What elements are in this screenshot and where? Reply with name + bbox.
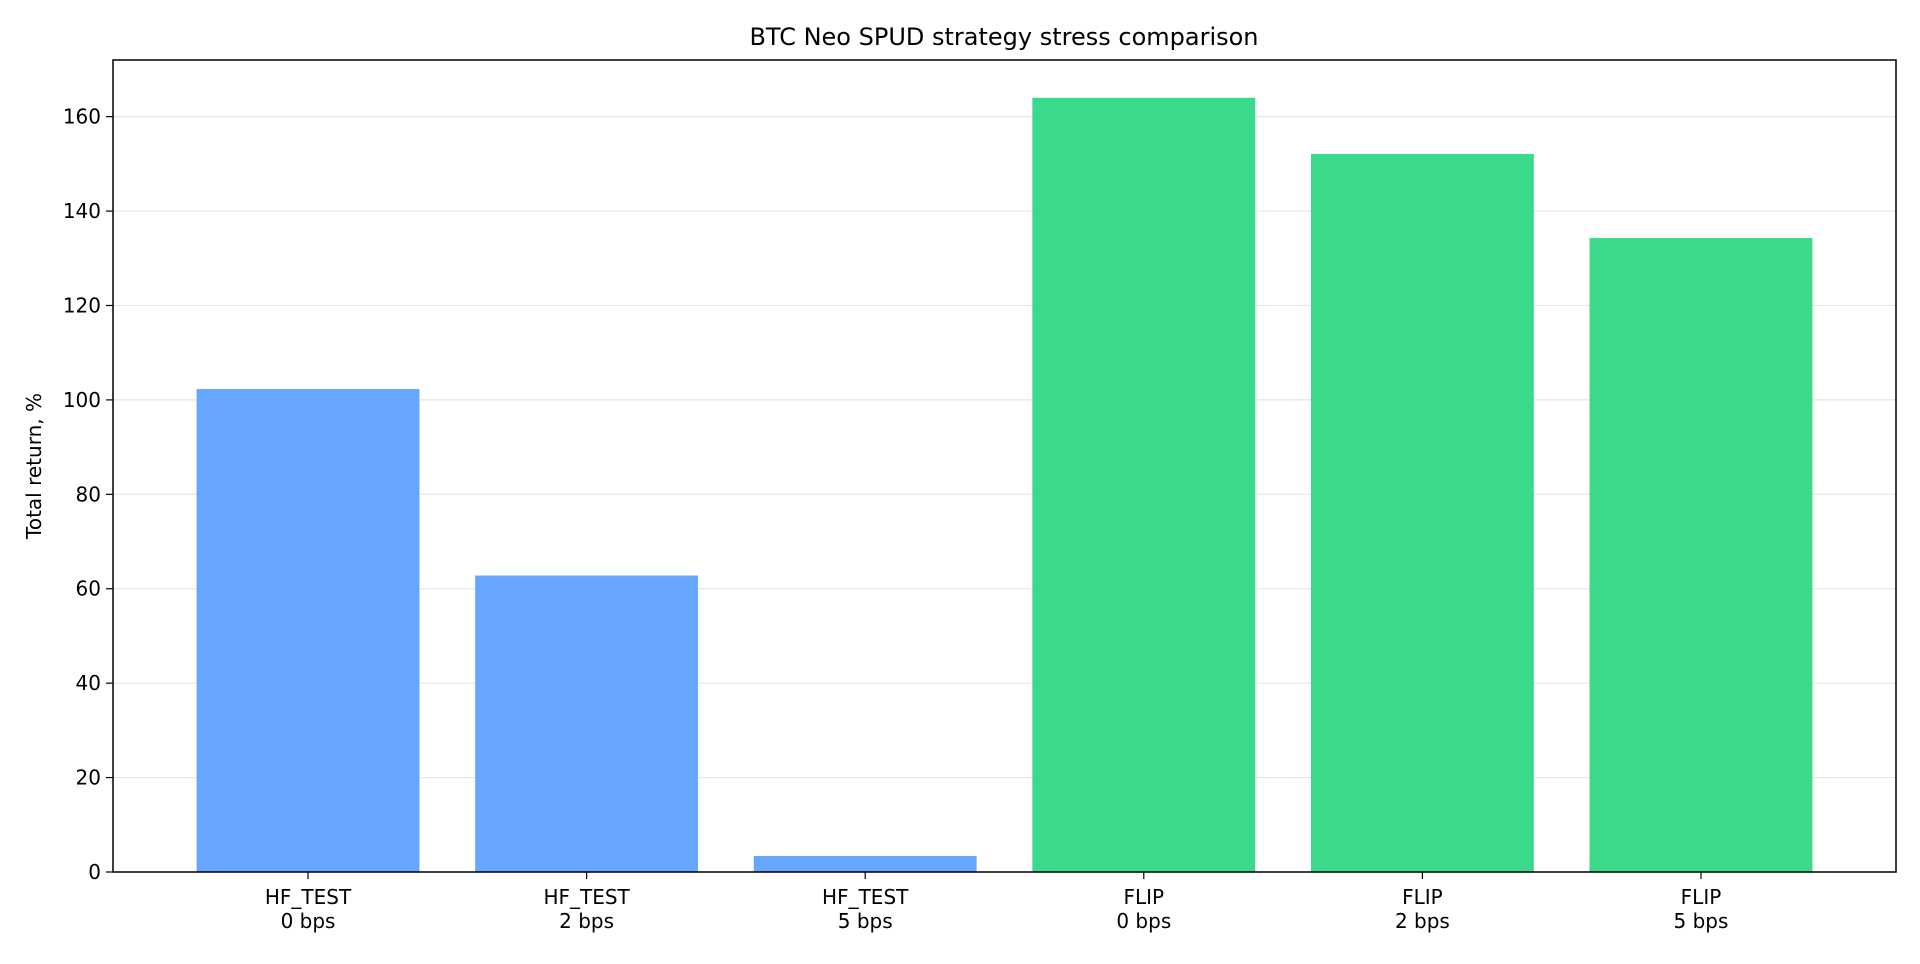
y-tick-label: 140 (63, 199, 101, 223)
y-tick-label: 40 (76, 671, 101, 695)
x-tick-label: HF_TEST 0 bps (265, 885, 352, 933)
y-tick-label: 20 (76, 766, 101, 790)
y-tick-label: 160 (63, 105, 101, 129)
bar (1032, 97, 1256, 872)
bar (1589, 237, 1813, 872)
x-tick-label: HF_TEST 2 bps (543, 885, 630, 933)
y-axis-ticks: 0 20 40 60 80 100 120 140 160 (63, 105, 113, 884)
x-tick-label: FLIP 2 bps (1395, 885, 1450, 933)
y-axis-label: Total return, % (22, 393, 46, 540)
x-tick-label: FLIP 0 bps (1116, 885, 1171, 933)
plot-frame (112, 59, 1897, 873)
y-tick-label: 120 (63, 293, 101, 317)
y-tick-label: 0 (88, 860, 101, 884)
bar (1310, 153, 1534, 872)
bars (196, 97, 1813, 872)
x-tick-label: FLIP 5 bps (1674, 885, 1729, 933)
bar (753, 855, 977, 872)
x-axis-ticks: HF_TEST 0 bps HF_TEST 2 bps HF_TEST 5 bps FLIP… (265, 872, 1729, 933)
y-tick-label: 80 (76, 482, 101, 506)
x-tick-label: HF_TEST 5 bps (822, 885, 909, 933)
y-tick-label: 60 (76, 577, 101, 601)
bar (196, 389, 420, 872)
y-tick-label: 100 (63, 388, 101, 412)
bar (475, 575, 699, 872)
chart-title: BTC Neo SPUD strategy stress comparison (749, 23, 1258, 51)
